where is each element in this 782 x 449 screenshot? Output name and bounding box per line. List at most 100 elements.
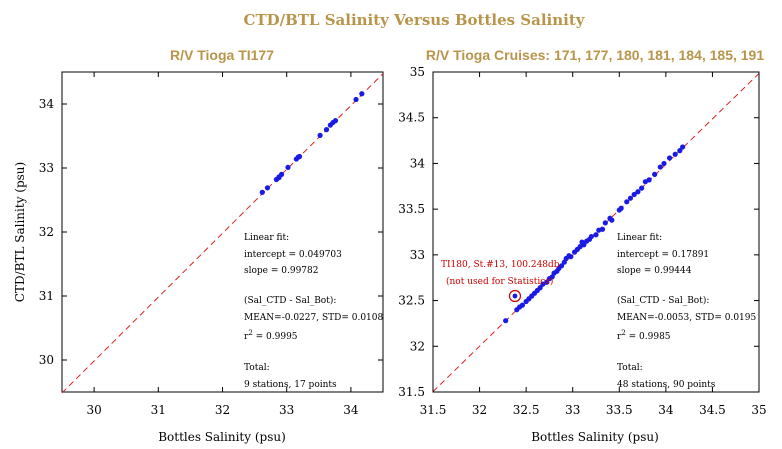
left-y-tick-label: 31 <box>39 289 54 303</box>
right-fit-line-group <box>432 73 760 393</box>
right-highlight-label-1: TI180, St.#13, 100.248db <box>441 260 560 270</box>
right-annotation: Linear fit: intercept = 0.17891 slope = … <box>617 233 757 390</box>
right-data-point <box>519 302 526 308</box>
left-annotation: Linear fit: intercept = 0.049703 slope =… <box>244 233 384 390</box>
right-intercept: intercept = 0.17891 <box>617 250 709 260</box>
right-data-point <box>631 191 637 198</box>
right-y-tick-label: 33 <box>410 248 425 262</box>
right-x-tick-label: 32.5 <box>513 403 540 417</box>
left-x-tick-label: 33 <box>279 403 294 417</box>
right-data-point <box>593 232 599 238</box>
left-r2-value: = 0.9995 <box>253 332 298 342</box>
left-x-axis-label: Bottles Salinity (psu) <box>158 430 286 444</box>
right-data-point <box>635 189 641 195</box>
right-stats: MEAN=-0.0053, STD= 0.0195 <box>617 313 757 323</box>
right-x-tick-label: 33.5 <box>606 403 633 417</box>
left-data-point <box>317 132 323 138</box>
right-total-title: Total: <box>617 363 643 373</box>
right-r2-label: r <box>617 332 622 342</box>
right-data-point <box>657 164 663 170</box>
left-points <box>259 91 365 195</box>
right-x-tick-label: 34 <box>658 403 674 417</box>
right-y-tick-label: 34 <box>410 156 426 170</box>
right-data-point <box>652 171 658 177</box>
left-data-point <box>259 189 265 195</box>
right-data-point <box>568 254 574 260</box>
right-data-point <box>661 160 667 167</box>
right-y-tick-label: 32 <box>410 339 425 353</box>
left-chart-title: R/V Tioga TI177 <box>170 47 274 63</box>
right-plot-frame <box>432 71 760 393</box>
left-total-title: Total: <box>244 363 270 373</box>
right-data-point <box>627 195 634 201</box>
right-diff-title: (Sal_CTD - Sal_Bot): <box>617 295 709 306</box>
right-data-point <box>677 148 683 154</box>
left-chart: R/V Tioga TI177 30 31 32 33 34 30 31 32 33 34 Bot… <box>13 47 384 444</box>
left-r2-exp: 2 <box>248 329 252 337</box>
left-x-tick-label: 32 <box>215 403 230 417</box>
left-fit-line <box>61 73 384 394</box>
left-x-tick-label: 30 <box>86 403 101 417</box>
right-data-point <box>602 220 608 226</box>
right-y-tick-label: 32.5 <box>398 294 425 308</box>
right-data-point <box>618 205 624 211</box>
left-x-tick-label: 34 <box>343 403 359 417</box>
right-data-point <box>581 242 587 248</box>
right-total: 48 stations, 90 points <box>617 380 716 390</box>
left-ticks: 30 31 32 33 34 30 31 32 33 34 <box>39 72 383 417</box>
right-x-tick-label: 35 <box>751 403 766 417</box>
right-data-point <box>544 279 550 285</box>
left-data-point <box>264 185 271 191</box>
right-data-point <box>588 233 594 240</box>
right-highlight-label-2: (not used for Statistics) <box>446 276 553 287</box>
right-r2-value: = 0.9985 <box>626 332 671 342</box>
left-data-point <box>276 175 282 181</box>
figure-title: CTD/BTL Salinity Versus Bottles Salinity <box>244 11 586 29</box>
left-data-point <box>295 154 301 160</box>
left-r2-label: r <box>244 332 249 342</box>
right-points <box>503 144 686 324</box>
left-diff-title: (Sal_CTD - Sal_Bot): <box>244 295 336 306</box>
left-data-point <box>285 164 291 170</box>
right-y-tick-label: 35 <box>410 65 425 79</box>
left-y-axis-label: CTD/BTL Salinity (psu) <box>13 162 27 302</box>
right-data-point <box>503 318 509 324</box>
right-highlight-ring <box>508 289 522 303</box>
right-data-point <box>646 177 652 183</box>
left-y-tick-label: 34 <box>39 97 55 111</box>
left-data-point <box>353 96 359 103</box>
right-data-point <box>599 226 606 232</box>
right-data-point <box>680 144 686 150</box>
right-data-point <box>666 155 673 161</box>
right-data-point <box>558 263 565 269</box>
left-data-point <box>359 91 365 97</box>
right-chart: R/V Tioga Cruises: 171, 177, 180, 181, 1… <box>398 47 766 444</box>
right-data-point <box>624 199 630 205</box>
right-y-tick-label: 31.5 <box>398 385 425 399</box>
right-data-point <box>537 285 543 291</box>
right-data-point <box>639 185 645 191</box>
left-slope: slope = 0.99782 <box>244 266 318 276</box>
left-data-point <box>332 118 339 124</box>
left-data-point <box>323 127 330 133</box>
left-fit-title: Linear fit: <box>244 233 289 243</box>
left-y-tick-label: 30 <box>39 353 54 367</box>
right-r2-exp: 2 <box>621 329 625 337</box>
left-stats: MEAN=-0.0227, STD= 0.0108 <box>244 313 384 323</box>
right-data-point <box>672 151 678 157</box>
right-x-tick-label: 33 <box>565 403 580 417</box>
right-y-tick-label: 33.5 <box>398 202 425 216</box>
right-data-point <box>609 217 615 223</box>
left-y-tick-label: 33 <box>39 161 54 175</box>
right-x-axis-label: Bottles Salinity (psu) <box>531 430 659 444</box>
right-x-tick-label: 34.5 <box>699 403 726 417</box>
right-ticks: 31.5 32 32.5 33 33.5 34 34.5 35 31.5 32 32.5 33 33.5… <box>398 65 766 417</box>
right-x-tick-label: 31.5 <box>420 403 447 417</box>
right-fit-title: Linear fit: <box>617 233 662 243</box>
right-chart-title: R/V Tioga Cruises: 171, 177, 180, 181, 1… <box>426 47 765 63</box>
right-fit-line <box>432 73 760 393</box>
left-x-tick-label: 31 <box>151 403 166 417</box>
right-r2: r2 = 0.9985 <box>617 329 671 342</box>
right-highlight-point <box>512 293 518 299</box>
